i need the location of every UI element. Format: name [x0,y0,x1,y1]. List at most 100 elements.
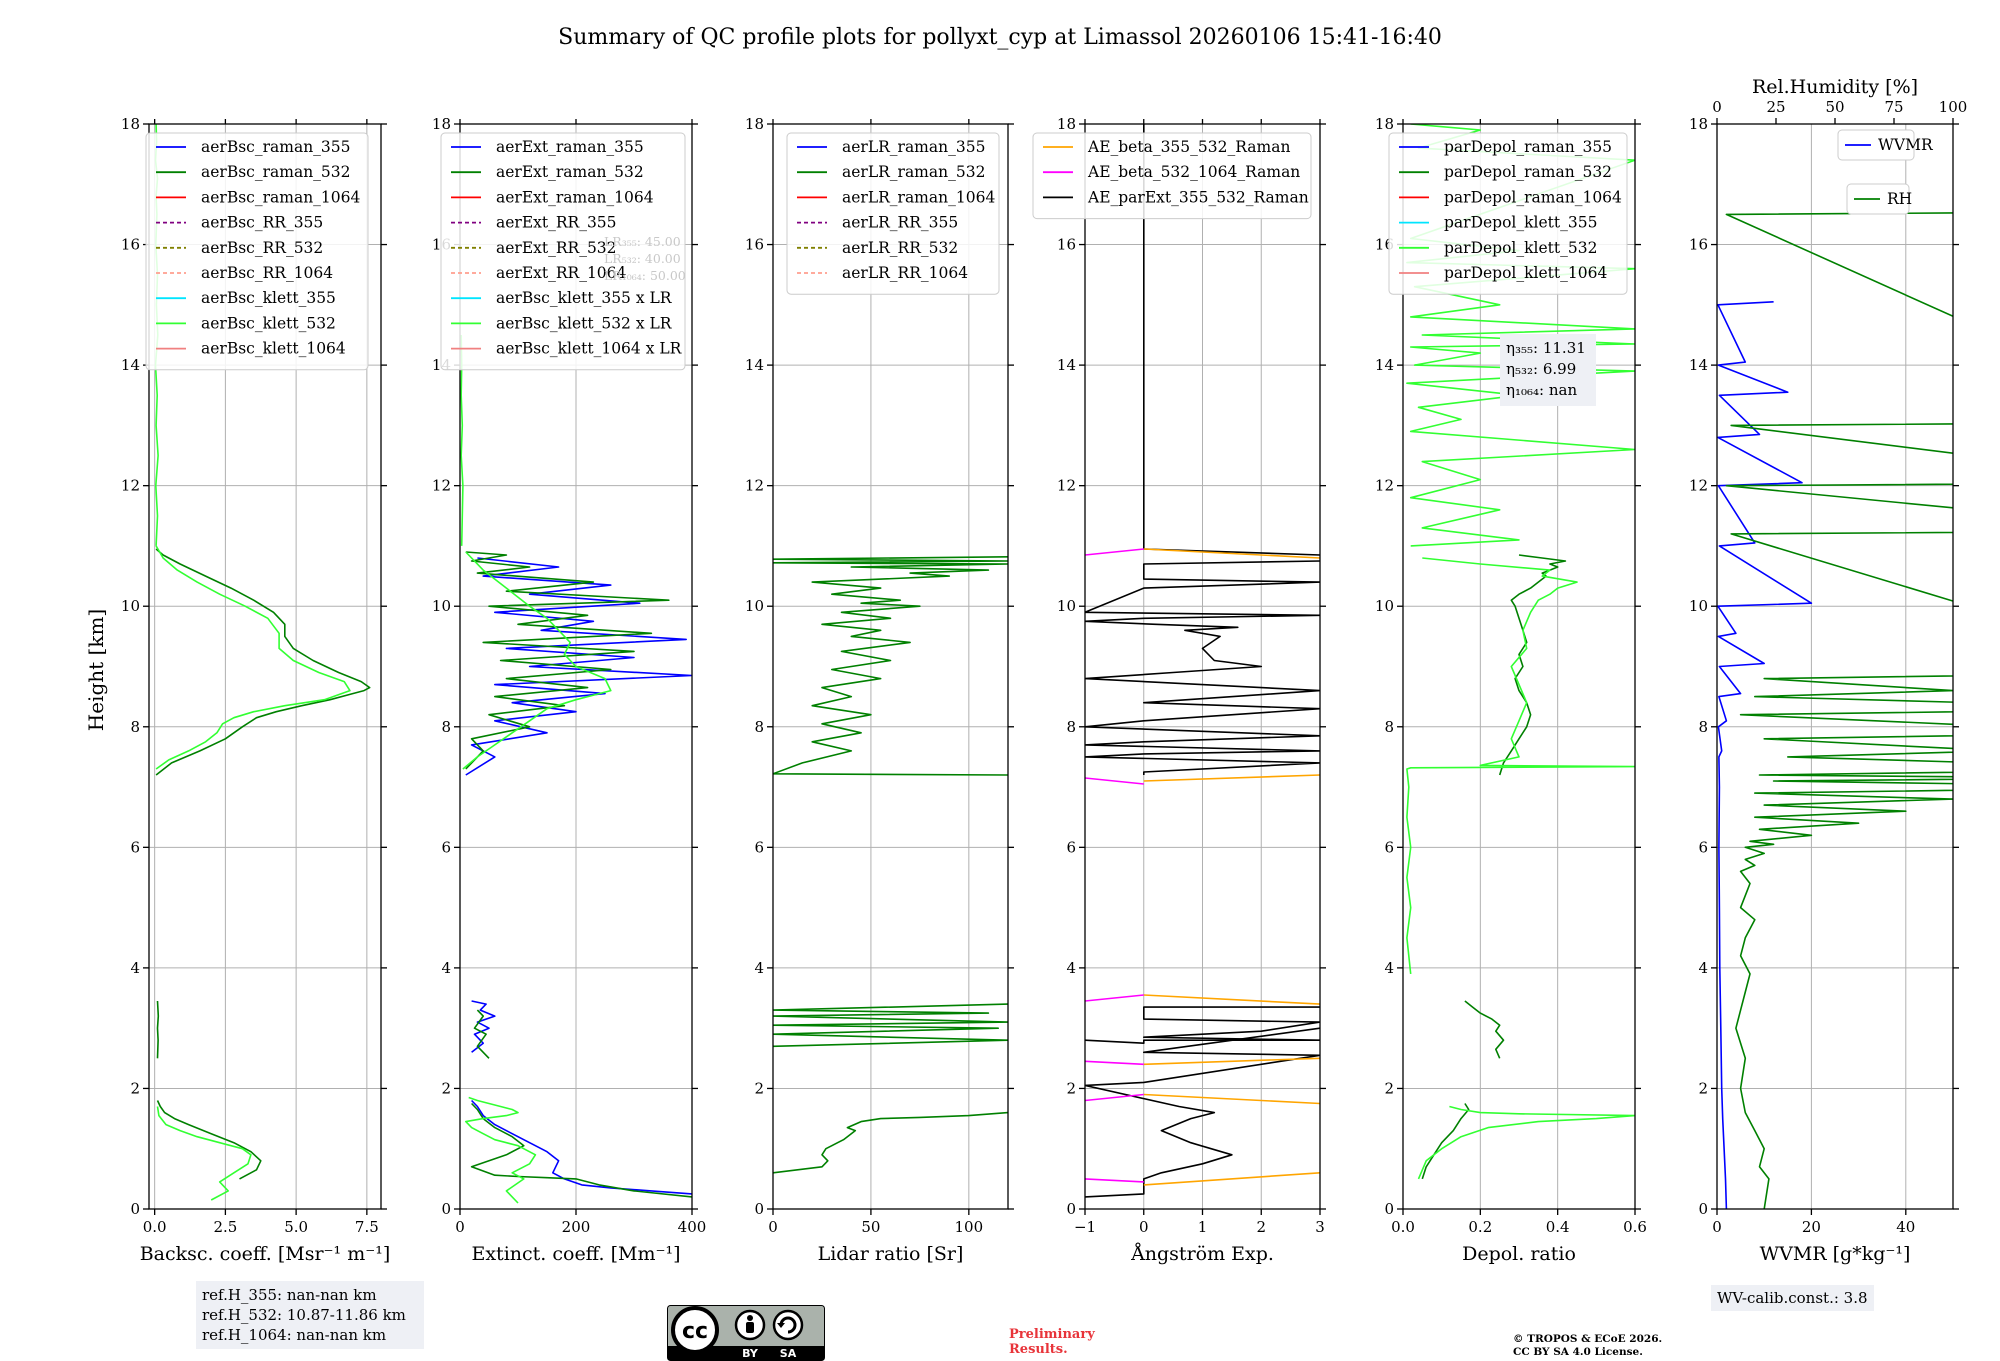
series-aerext-raman-355 [465,557,692,776]
axes-frame [148,123,382,1210]
x-tick-label: 5.0 [284,1218,308,1236]
y-tick-label: 8 [1384,718,1394,736]
series-aerbsc-klett-532-x-lr [464,1096,537,1204]
figure-title: Summary of QC profile plots for pollyxt_… [558,25,1442,50]
legend-entry: aerBsc_RR_532 [201,239,323,257]
y-tick-label: 8 [130,718,140,736]
legend-wvmr: WVMR [1837,129,1934,161]
legend-entry: aerLR_RR_355 [842,214,958,232]
series-ae-beta-532-1064-raman [1085,548,1144,556]
legend: aerLR_raman_355 aerLR_raman_532 aerLR_rama… [786,132,1000,295]
series-pardepol-raman-532 [1498,554,1567,776]
legend-entry: aerBsc_klett_532 x LR [496,314,673,332]
eta-label: η₁₀₆₄: nan [1506,381,1577,399]
cc-logo-icon [671,1306,719,1354]
legend-entry: RH [1887,190,1912,208]
wv-calibration-box: WV-calib.const.: 3.8 [1711,1285,1874,1311]
legend-entry: aerLR_RR_532 [842,239,958,257]
ref-height-532: ref.H_532: 10.87-11.86 km [202,1306,406,1324]
series-aerlr-raman-532 [773,1003,1008,1048]
cc-logo-text: cc [682,1319,708,1344]
legend: parDepol_raman_355 parDepol_raman_532 parD… [1388,132,1628,295]
x-tick-label: 7.5 [355,1218,379,1236]
series-ae-beta-355-532-raman [1143,1057,1320,1066]
y-tick-label: 2 [1066,1079,1076,1097]
legend-entry: parDepol_klett_532 [1444,239,1597,257]
legend-entry: aerBsc_klett_355 x LR [496,289,673,307]
legend-entry: AE_beta_532_1064_Raman [1087,163,1300,181]
x-tick-label: 3 [1315,1218,1325,1236]
series-aerext-raman-532 [465,551,670,770]
y-tick-label: 10 [432,597,451,615]
badge-sa-label: SA [780,1347,797,1360]
x-tick-label: 0.6 [1623,1218,1647,1236]
x-tick-label: 40 [1896,1218,1915,1236]
legend-frame [1388,132,1628,295]
axes-frame [1716,123,1954,1210]
series-aerbsc-raman-532 [156,1100,262,1180]
x-tick-label: 0 [1139,1218,1149,1236]
legend-entry: aerBsc_klett_532 [201,314,336,332]
series-group [1085,124,1320,1198]
legend-entry: aerBsc_raman_532 [201,163,351,181]
series-aerbsc-klett-532 [156,1106,252,1201]
legend-entry: aerLR_raman_1064 [842,188,995,206]
series-aerlr-raman-532 [773,556,1008,776]
y-tick-label: 6 [1698,838,1708,856]
series-ae-parext-355-532-raman [1085,560,1320,775]
legend-frame [440,132,686,371]
y-tick-label: 8 [1698,718,1708,736]
x-tick-label: 50 [861,1218,880,1236]
y-tick-label: 10 [1057,597,1076,615]
y-tick-label: 4 [1384,959,1394,977]
series-group [773,556,1008,1174]
y-tick-label: 10 [121,597,140,615]
x-tick-label: 100 [955,1218,984,1236]
series-aerbsc-raman-532 [155,548,371,776]
top-x-tick-label: 75 [1884,98,1903,116]
series-aerext-raman-532 [470,1102,692,1198]
legend-entry: parDepol_raman_532 [1444,163,1612,181]
x-tick-label: 1 [1198,1218,1208,1236]
legend-entry: parDepol_raman_355 [1444,138,1612,156]
cc-by-sa-license-badge: cc BY SA [667,1305,825,1361]
series-ae-beta-355-532-raman [1143,548,1320,559]
x-tick-label: 0 [455,1218,465,1236]
legend-entry: aerExt_raman_532 [496,163,644,181]
y-tick-label: 6 [441,838,451,856]
x-axis-label: Backsc. coeff. [Msr⁻¹ m⁻¹] [140,1243,391,1265]
series-aerbsc-raman-532 [156,1000,160,1059]
wv-calibration-constant: WV-calib.const.: 3.8 [1717,1289,1868,1307]
legend-entry: parDepol_klett_355 [1444,214,1597,232]
y-tick-label: 2 [1384,1079,1394,1097]
x-axis-label: WVMR [g*kg⁻¹] [1760,1243,1911,1265]
eta-label: η₅₃₂: 6.99 [1506,360,1576,378]
x-tick-label: 0.2 [1468,1218,1492,1236]
y-tick-label: 18 [1689,115,1708,133]
legend-entry: aerExt_raman_1064 [496,188,654,206]
x-axis-label: Extinct. coeff. [Mm⁻¹] [471,1243,680,1265]
legend-entry: aerBsc_raman_355 [201,138,351,156]
legend-entry: aerExt_RR_532 [496,239,617,257]
legend-entry: AE_beta_355_532_Raman [1087,138,1290,156]
legend-entry: aerBsc_raman_1064 [201,188,361,206]
preliminary-results-note: Preliminary Results. [1009,1327,1095,1357]
y-tick-label: 18 [1375,115,1394,133]
legend-entry: parDepol_raman_1064 [1444,188,1622,206]
y-tick-label: 18 [1057,115,1076,133]
series-aerbsc-klett-532 [155,545,351,770]
badge-by-label: BY [742,1347,759,1360]
x-tick-label: 0 [1712,1218,1722,1236]
reference-height-box: ref.H_355: nan-nan km ref.H_532: 10.87-1… [196,1281,424,1349]
series-ae-beta-355-532-raman [1143,774,1320,782]
series-aerext-raman-355 [471,1099,692,1195]
series-ae-parext-355-532-raman [1143,124,1320,556]
x-axis-label: Ångström Exp. [1130,1243,1274,1265]
series-rh [1725,212,1953,1209]
y-axis-label: Height [km] [84,609,108,731]
top-x-axis-label: Rel.Humidity [%] [1752,76,1918,98]
legend-entry: aerLR_RR_1064 [842,264,968,282]
legend-entry: aerLR_raman_355 [842,138,985,156]
